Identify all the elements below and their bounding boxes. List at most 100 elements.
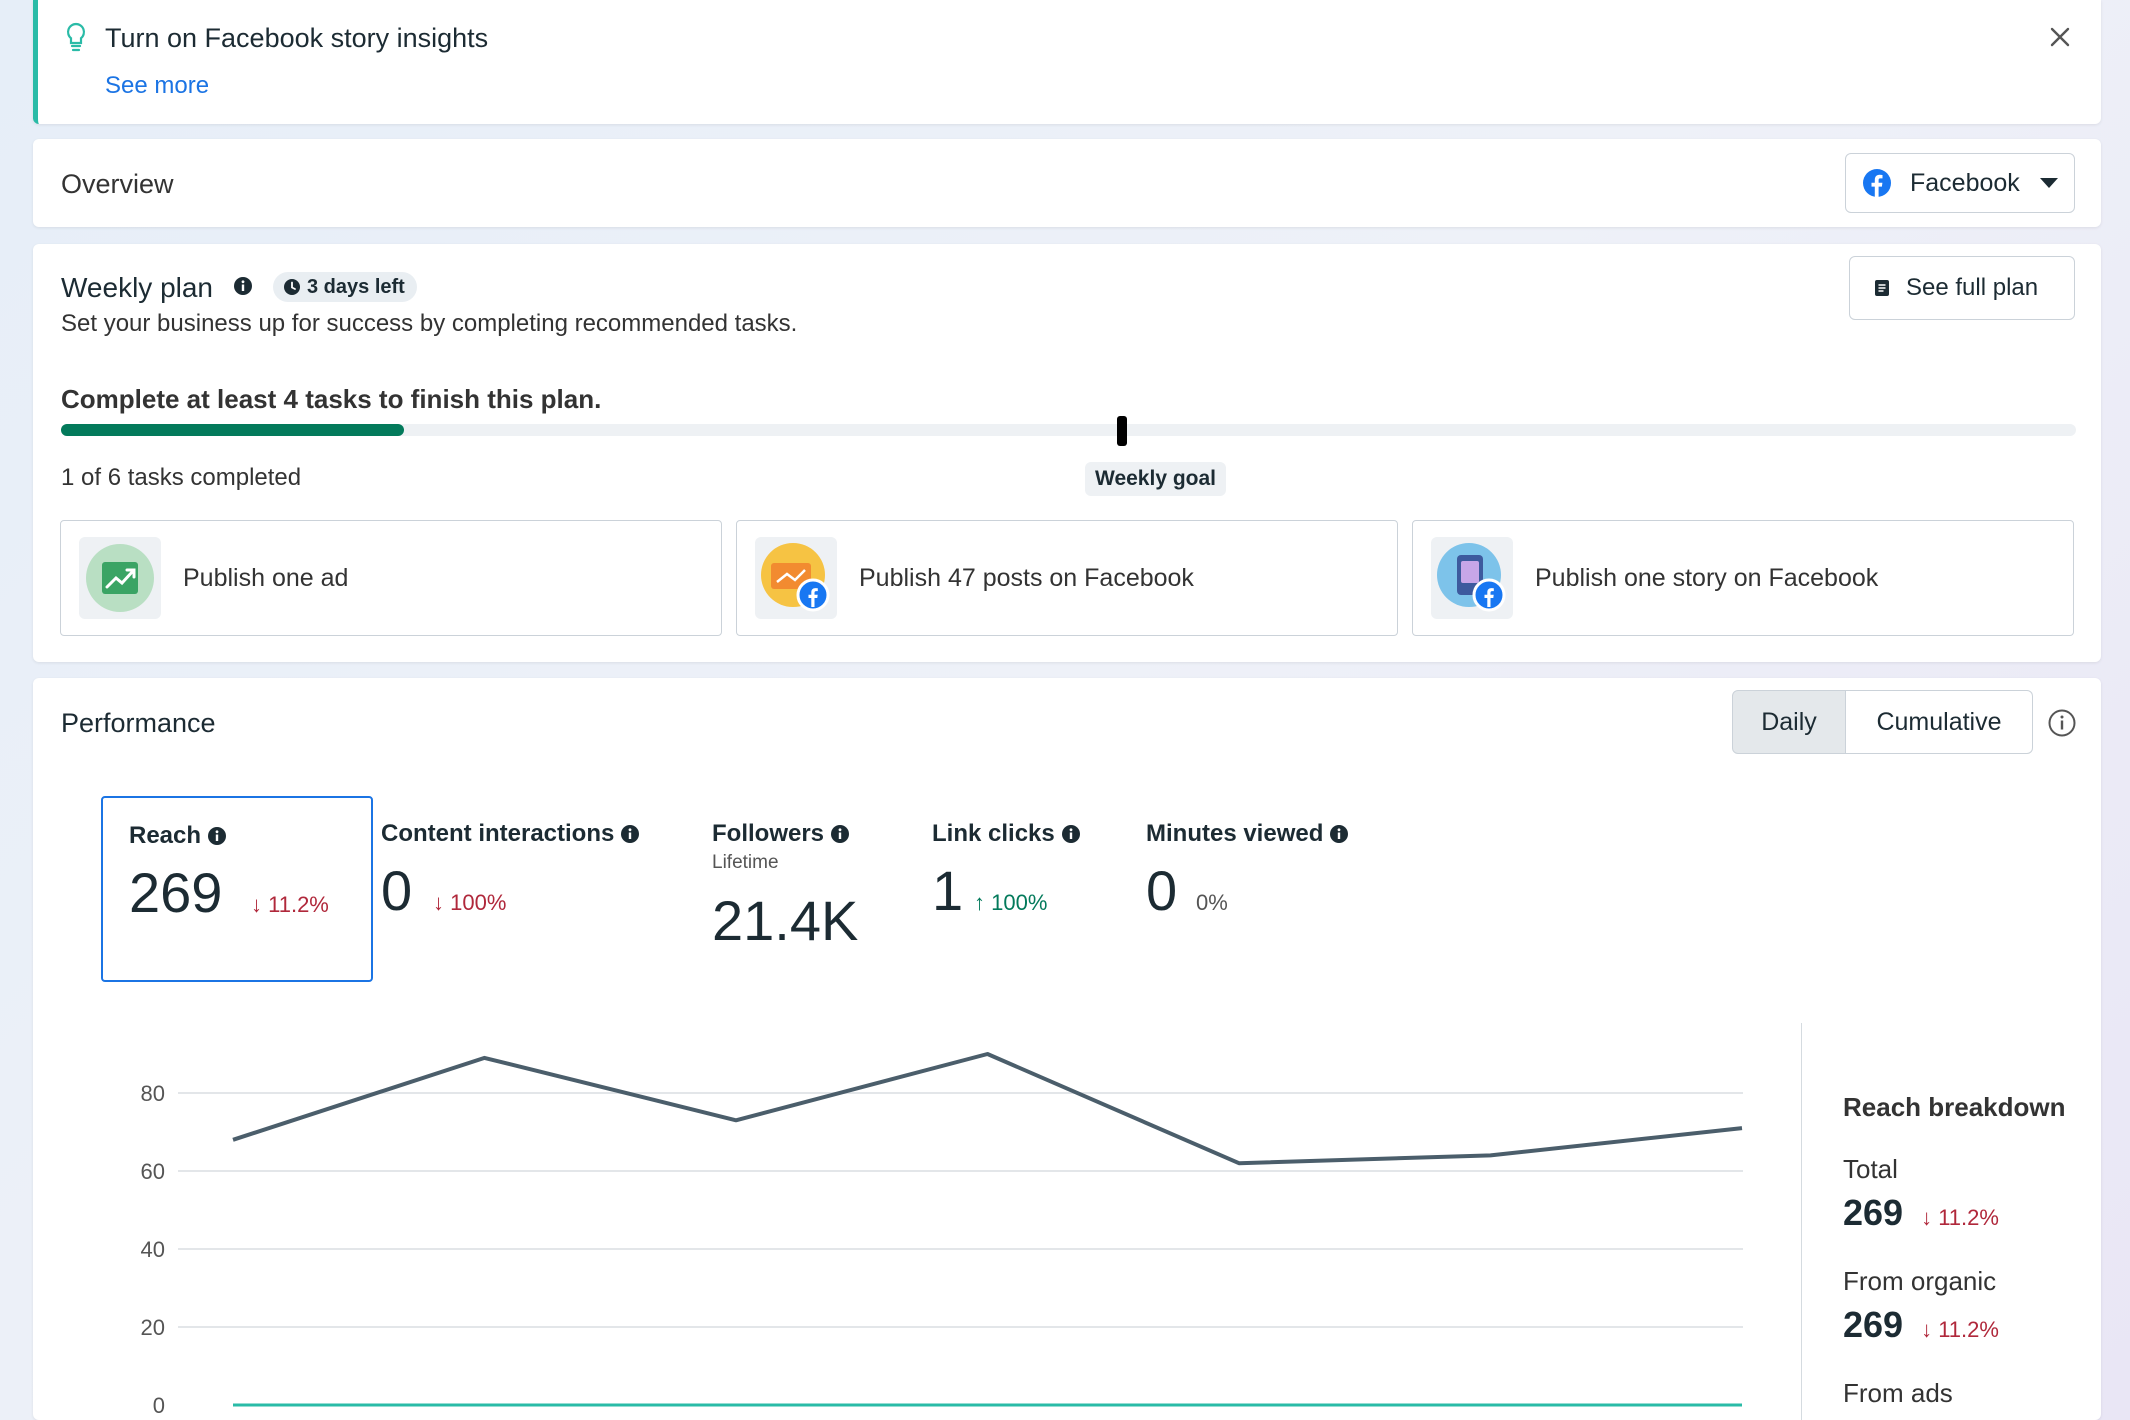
metric-minutes-viewed[interactable]: Minutes viewed 0 0%	[1146, 796, 1386, 982]
metric-sublabel: Lifetime	[712, 852, 779, 873]
performance-card: Performance Daily Cumulative Reach 269 ↓…	[33, 678, 2101, 1420]
metric-label: Reach	[129, 822, 227, 850]
see-full-plan-label: See full plan	[1906, 274, 2039, 301]
metric-value: 269	[129, 861, 223, 924]
weekly-plan-subtitle: Set your business up for success by comp…	[61, 310, 798, 337]
info-icon[interactable]	[620, 824, 640, 844]
metric-change: ↑ 100%	[974, 890, 1047, 916]
reach-line-chart: 0 20 40 60 80	[141, 1052, 1743, 1418]
caret-down-icon	[2039, 178, 2058, 188]
facebook-icon	[1863, 169, 1891, 197]
metric-change-text: 100%	[991, 890, 1048, 915]
breakdown-organic-label: From organic	[1843, 1266, 1997, 1296]
metric-value: 1	[932, 859, 964, 922]
see-more-link[interactable]: See more	[105, 72, 210, 99]
task-label: Publish one story on Facebook	[1535, 563, 1879, 592]
metric-label-text: Link clicks	[932, 820, 1055, 847]
breakdown-organic: 269 ↓ 11.2%	[1843, 1304, 1999, 1346]
metric-label: Minutes viewed	[1146, 820, 1349, 848]
metric-label-text: Followers	[712, 820, 825, 847]
info-icon[interactable]	[1061, 824, 1081, 844]
metric-label: Followers	[712, 820, 850, 848]
story-fb-icon	[1431, 537, 1513, 619]
task-card-publish-ad[interactable]: Publish one ad	[60, 520, 722, 636]
plan-progress-fill	[61, 424, 404, 436]
see-full-plan-button[interactable]: See full plan	[1849, 256, 2075, 320]
arrow-down-icon: ↓	[1921, 1317, 1939, 1342]
metric-value: 0	[1146, 859, 1178, 922]
post-fb-icon	[755, 537, 837, 619]
breakdown-total-change-text: 11.2%	[1938, 1205, 1999, 1230]
days-left-text: 3 days left	[307, 275, 405, 298]
ad-growth-icon	[79, 537, 161, 619]
breakdown-total-value: 269	[1843, 1192, 1904, 1233]
plan-progress-bar	[61, 424, 2076, 436]
breakdown-organic-change-text: 11.2%	[1938, 1317, 1999, 1342]
days-left-badge: 3 days left	[273, 272, 417, 302]
story-insights-banner: Turn on Facebook story insights See more	[33, 0, 2101, 124]
arrow-down-icon: ↓	[1921, 1205, 1939, 1230]
metric-label-text: Minutes viewed	[1146, 820, 1324, 847]
task-label: Publish one ad	[183, 563, 349, 592]
weekly-plan-title: Weekly plan	[61, 272, 214, 303]
weekly-goal-marker	[1117, 416, 1127, 446]
metric-change-text: 100%	[450, 890, 507, 915]
info-circle-icon[interactable]	[2047, 708, 2077, 738]
task-label: Publish 47 posts on Facebook	[859, 563, 1194, 592]
weekly-plan-card: Weekly plan 3 days left Set your busines…	[33, 244, 2101, 662]
daily-toggle[interactable]: Daily	[1732, 690, 1846, 754]
metric-label-text: Content interactions	[381, 820, 615, 847]
arrow-up-icon: ↑	[974, 890, 992, 915]
tasks-completed-text: 1 of 6 tasks completed	[61, 464, 302, 491]
performance-title: Performance	[61, 708, 216, 738]
metric-change-text: 0%	[1196, 890, 1228, 915]
metric-followers[interactable]: Followers Lifetime 21.4K	[712, 796, 892, 982]
y-tick-label: 60	[141, 1159, 165, 1184]
breakdown-total-label: Total	[1843, 1154, 1898, 1184]
task-card-publish-posts[interactable]: Publish 47 posts on Facebook	[736, 520, 1398, 636]
metric-label: Link clicks	[932, 820, 1081, 848]
close-icon[interactable]	[2045, 22, 2075, 52]
metric-change: ↓ 11.2%	[251, 892, 329, 918]
metric-value: 0	[381, 859, 413, 922]
breakdown-total-change: ↓ 11.2%	[1921, 1205, 1999, 1231]
breakdown-organic-value: 269	[1843, 1304, 1904, 1345]
view-toggle: Daily Cumulative	[1732, 690, 2033, 754]
metric-value: 21.4K	[712, 889, 859, 952]
arrow-down-icon: ↓	[251, 892, 269, 917]
metric-change: ↓ 100%	[433, 890, 506, 916]
metric-change: 0%	[1196, 890, 1228, 916]
y-tick-label: 80	[141, 1081, 165, 1106]
weekly-goal-label: Weekly goal	[1085, 462, 1226, 496]
metric-link-clicks[interactable]: Link clicks 1 ↑ 100%	[932, 796, 1092, 982]
reach-series-line	[232, 1052, 1743, 1166]
cumulative-toggle[interactable]: Cumulative	[1846, 690, 2033, 754]
platform-dropdown-label: Facebook	[1910, 168, 2020, 197]
metric-change-text: 11.2%	[268, 892, 329, 917]
plan-icon	[1875, 280, 1889, 296]
info-icon[interactable]	[1329, 824, 1349, 844]
reach-breakdown-title: Reach breakdown	[1843, 1092, 2066, 1122]
platform-dropdown[interactable]: Facebook	[1845, 153, 2075, 213]
metric-content-interactions[interactable]: Content interactions 0 ↓ 100%	[381, 796, 651, 982]
plan-goal-text: Complete at least 4 tasks to finish this…	[61, 384, 602, 414]
banner-title: Turn on Facebook story insights	[105, 23, 489, 53]
overview-title: Overview	[61, 169, 174, 199]
y-tick-label: 40	[141, 1237, 165, 1262]
breakdown-ads-label: From ads	[1843, 1378, 1953, 1408]
clock-icon	[284, 279, 300, 295]
info-icon[interactable]	[207, 826, 227, 846]
arrow-down-icon: ↓	[433, 890, 451, 915]
info-icon[interactable]	[233, 276, 253, 296]
metric-label: Content interactions	[381, 820, 640, 848]
task-card-publish-story[interactable]: Publish one story on Facebook	[1412, 520, 2074, 636]
metric-reach[interactable]: Reach 269 ↓ 11.2%	[101, 796, 373, 982]
breakdown-divider	[1801, 1023, 1802, 1420]
info-icon[interactable]	[830, 824, 850, 844]
lightbulb-icon	[66, 22, 86, 52]
y-tick-label: 20	[141, 1315, 165, 1340]
overview-bar: Overview Facebook	[33, 139, 2101, 227]
y-tick-label: 0	[153, 1393, 165, 1418]
breakdown-organic-change: ↓ 11.2%	[1921, 1317, 1999, 1343]
metric-label-text: Reach	[129, 822, 202, 849]
